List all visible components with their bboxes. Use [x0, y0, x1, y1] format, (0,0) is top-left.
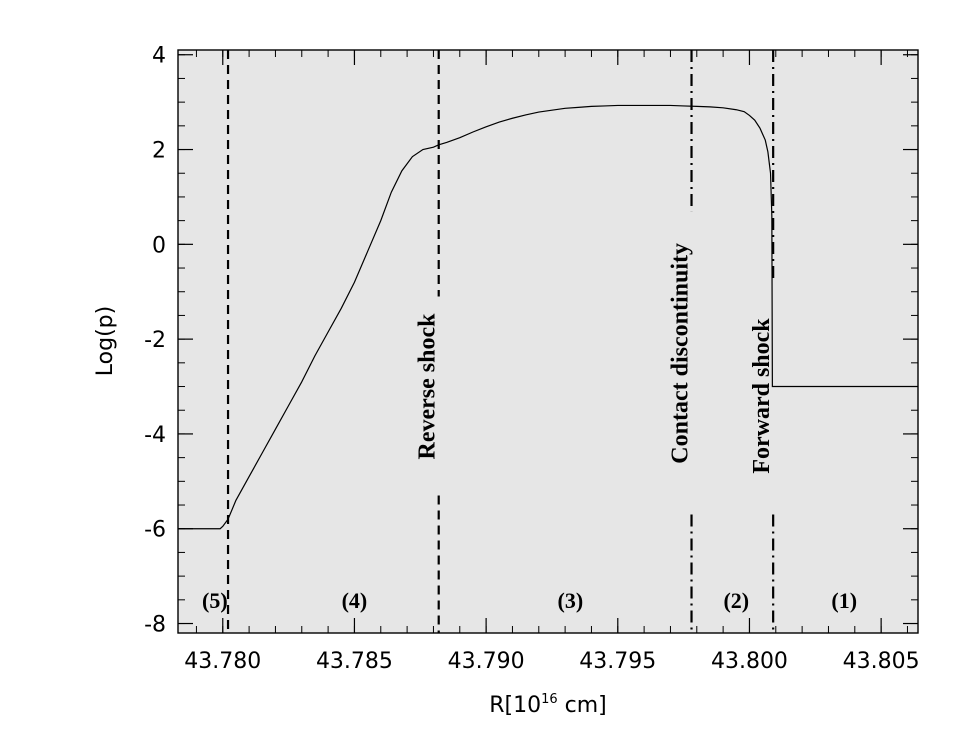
plot-frame — [177, 49, 919, 634]
y-tick-label: -4 — [144, 423, 166, 448]
annotation-label: Contact discontinuity — [668, 243, 694, 464]
y-tick-label: 0 — [152, 233, 166, 258]
region-label: (1) — [831, 588, 857, 613]
x-tick-label: 43.795 — [579, 649, 656, 674]
major-ticks — [178, 50, 918, 633]
x-axis-label: R[1016 cm] — [489, 692, 607, 718]
region-label: (2) — [723, 588, 749, 613]
x-tick-label: 43.805 — [843, 649, 920, 674]
x-tick-label: 43.800 — [711, 649, 788, 674]
region-label: (4) — [342, 588, 368, 613]
annotations: Reverse shock Contact discontinuity Forwar… — [415, 243, 775, 474]
y-tick-label: -2 — [144, 328, 166, 353]
annotation-label: Forward shock — [749, 318, 775, 474]
region-label: (5) — [202, 588, 228, 613]
region-label: (3) — [558, 588, 584, 613]
y-tick-label: 2 — [152, 139, 166, 164]
plot-background — [178, 50, 918, 633]
annotation-label: Reverse shock — [415, 313, 441, 460]
x-tick-label: 43.790 — [448, 649, 525, 674]
x-tick-labels: 43.780 43.785 43.790 43.795 43.800 43.805 — [184, 649, 919, 674]
region-boundaries — [226, 50, 775, 633]
y-tick-label: -6 — [144, 518, 166, 543]
x-tick-label: 43.780 — [184, 649, 261, 674]
x-tick-label: 43.785 — [316, 649, 393, 674]
y-tick-label: 4 — [152, 44, 166, 69]
y-tick-label: -8 — [144, 613, 166, 638]
region-labels: (5) (4) (3) (2) (1) — [202, 588, 857, 613]
series-line — [178, 104, 918, 530]
y-axis-label: Log(p) — [93, 306, 118, 376]
y-tick-labels: -8 -6 -4 -2 0 2 4 — [144, 44, 166, 638]
